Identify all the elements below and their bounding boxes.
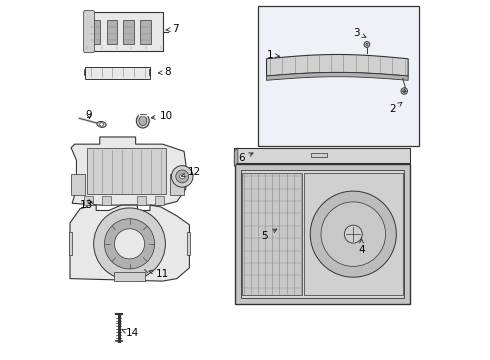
Text: 4: 4 [358, 239, 365, 255]
Bar [140, 21, 151, 44]
Text: 8: 8 [158, 67, 171, 77]
Bar [170, 174, 184, 195]
Polygon shape [234, 148, 410, 163]
Text: 6: 6 [238, 153, 253, 163]
Ellipse shape [139, 116, 147, 126]
Bar [85, 12, 163, 51]
Bar [137, 196, 147, 205]
Polygon shape [241, 170, 404, 298]
Polygon shape [242, 173, 302, 296]
Polygon shape [71, 137, 186, 205]
Polygon shape [187, 232, 191, 255]
Text: 5: 5 [261, 229, 277, 240]
Circle shape [310, 191, 396, 277]
Text: 2: 2 [390, 102, 402, 114]
Circle shape [401, 88, 408, 94]
Text: 14: 14 [122, 328, 139, 338]
Circle shape [115, 229, 145, 259]
Circle shape [176, 170, 189, 183]
Bar [114, 272, 145, 281]
Text: 1: 1 [267, 50, 279, 60]
Bar [90, 21, 100, 44]
Bar [84, 196, 93, 205]
Text: 10: 10 [151, 111, 172, 121]
Circle shape [344, 225, 362, 243]
Circle shape [104, 219, 155, 269]
Polygon shape [234, 148, 238, 166]
Text: 9: 9 [86, 111, 92, 121]
Bar [87, 148, 166, 194]
Ellipse shape [97, 121, 106, 127]
Bar [85, 67, 150, 78]
Text: 11: 11 [149, 269, 169, 279]
Polygon shape [70, 205, 190, 281]
Bar [107, 21, 117, 44]
Text: 12: 12 [181, 167, 201, 177]
Polygon shape [304, 173, 403, 296]
Polygon shape [235, 164, 410, 304]
Circle shape [321, 202, 386, 266]
Circle shape [366, 43, 368, 45]
Bar [311, 153, 327, 157]
Circle shape [100, 123, 103, 126]
Ellipse shape [136, 114, 149, 128]
Bar [101, 196, 111, 205]
Circle shape [94, 208, 166, 280]
FancyBboxPatch shape [84, 10, 95, 53]
Text: 3: 3 [353, 28, 366, 38]
Bar [258, 6, 419, 146]
Polygon shape [267, 72, 408, 80]
Bar [155, 196, 164, 205]
Text: 13: 13 [80, 200, 93, 210]
Circle shape [364, 41, 370, 47]
Polygon shape [267, 54, 408, 76]
Circle shape [403, 90, 406, 93]
Bar [71, 174, 85, 195]
Polygon shape [69, 232, 72, 255]
Bar [123, 21, 134, 44]
Circle shape [180, 174, 185, 179]
Circle shape [172, 166, 193, 187]
Text: 7: 7 [166, 24, 178, 35]
